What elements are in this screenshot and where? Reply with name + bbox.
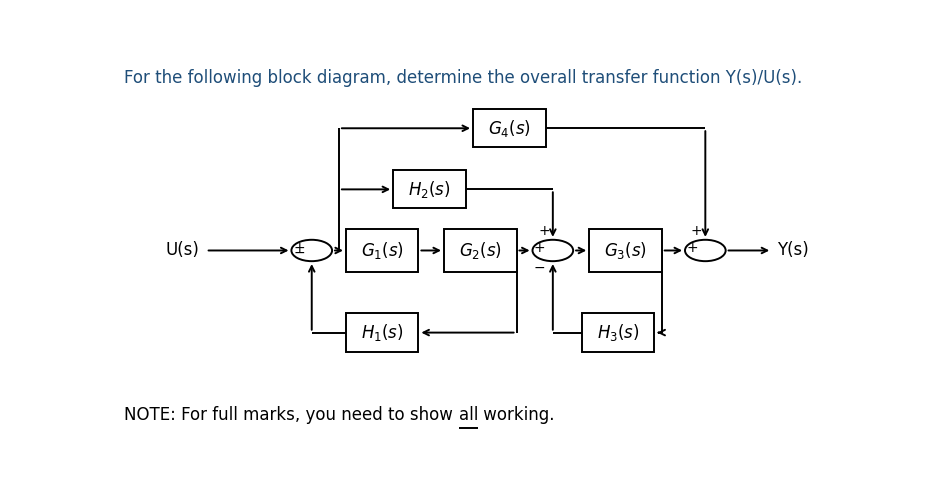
Text: $H_1(s)$: $H_1(s)$ [360,322,403,343]
Bar [589,229,661,272]
Text: $G_4(s)$: $G_4(s)$ [488,118,530,139]
Bar [393,170,465,208]
Text: $G_3(s)$: $G_3(s)$ [604,240,646,261]
Text: +: + [690,224,702,238]
Text: $G_2(s)$: $G_2(s)$ [459,240,501,261]
Bar [581,313,653,352]
Text: U(s): U(s) [166,242,199,259]
Circle shape [684,240,724,261]
Text: $H_2(s)$: $H_2(s)$ [408,179,450,200]
Bar [345,229,418,272]
Text: −: − [534,261,545,275]
Circle shape [532,240,573,261]
Text: working.: working. [477,406,554,425]
Text: For the following block diagram, determine the overall transfer function Y(s)/U(: For the following block diagram, determi… [124,69,802,87]
Bar [345,313,418,352]
Text: NOTE: For full marks, you need to show: NOTE: For full marks, you need to show [124,406,458,425]
Text: $G_1(s)$: $G_1(s)$ [360,240,403,261]
Text: $H_3(s)$: $H_3(s)$ [596,322,638,343]
Text: +: + [537,224,549,238]
Text: +: + [686,241,697,254]
Text: +: + [534,241,545,254]
Bar [444,229,516,272]
Text: −: − [293,246,305,260]
Circle shape [291,240,331,261]
Bar [473,109,545,147]
Text: Y(s): Y(s) [776,242,808,259]
Text: all: all [458,406,477,425]
Text: +: + [293,241,305,255]
